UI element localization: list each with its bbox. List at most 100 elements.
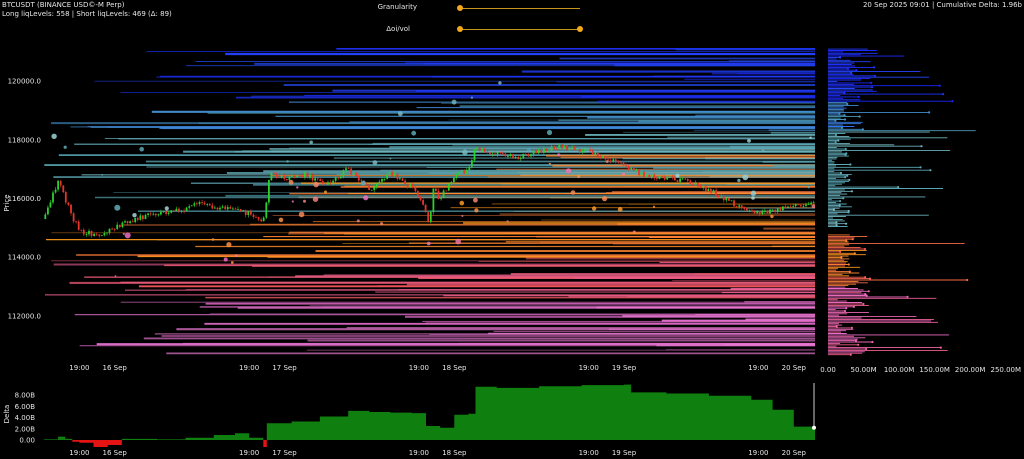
candle-body [383,178,386,180]
candle-body [239,209,242,211]
time-tick-label: 19:00 [409,364,429,372]
candle-body [722,197,725,201]
candle-body [296,175,298,177]
candle-body [578,149,581,152]
profile-marker [834,133,838,137]
candle-body [52,192,54,203]
candle-body [378,181,381,184]
candle-body [537,149,540,154]
candle-body [198,202,201,204]
candle-body [139,215,142,220]
liq-marker [737,178,741,183]
delta-tick-label: 8.00B [15,392,36,400]
candle-body [242,210,245,211]
candle-body [668,177,671,178]
profile-marker [906,295,909,298]
candle-body [543,148,545,153]
candle-body [116,224,119,229]
time-tick-label: 19:00 [579,364,599,372]
candle-body [712,190,715,193]
candle-body [573,147,576,150]
candle-body [584,149,586,152]
candle-body [650,174,653,178]
candle-body [100,235,103,237]
liq-marker [286,160,289,163]
candle-body [589,149,591,151]
candle-body [740,205,743,209]
profile-tick-label: 0.00 [820,366,836,374]
candle-body [751,210,753,212]
candle-body [62,185,65,193]
candle-body [661,176,663,177]
candle-body [108,228,111,233]
delta-negative-area [44,440,815,447]
granularity-slider-track[interactable] [460,8,580,9]
candle-body [172,210,175,212]
delta-time-tick-label: 18 Sep [442,449,467,457]
candle-body [232,208,234,210]
candle-body [514,156,517,159]
candle-body [152,213,155,215]
candle-body [553,146,555,149]
candle-body [807,203,810,205]
candle-body [697,182,699,186]
candle-body [280,175,283,178]
candle-body [144,214,147,220]
candle-body [707,189,710,191]
profile-marker [920,145,923,148]
liq-marker [139,146,144,152]
candle-body [404,180,406,184]
profile-marker [838,112,841,115]
candle-body [298,175,301,177]
candle-body [596,152,599,157]
profile-marker [837,139,840,142]
profile-marker [844,176,847,179]
candle-body [486,151,489,153]
candle-body [401,178,404,181]
candle-body [157,214,160,216]
candle-body [247,211,250,215]
candle-body [399,178,401,180]
delta-time-tick-label: 19:00 [579,449,599,457]
candle-body [196,203,198,205]
price-tick-label: 114000.0 [8,254,41,262]
candle-body [787,206,789,208]
liq-marker [361,180,366,186]
profile-marker [847,209,850,213]
liq-marker [298,211,305,218]
profile-marker [864,293,867,296]
liq-marker [51,133,57,139]
candle-body [525,153,527,155]
candle-body [424,204,427,213]
delta-time-tick-label: 19:00 [239,449,259,457]
granularity-slider-handle[interactable] [457,5,463,11]
candle-body [782,206,784,211]
time-tick-label: 20 Sep [782,364,807,372]
profile-marker [845,152,848,155]
candle-body [735,206,738,207]
candle-body [386,174,388,179]
candle-body [491,153,494,155]
liq-marker [230,261,234,264]
oivol-slider-min-handle[interactable] [457,26,463,32]
profile-marker [839,171,843,175]
liq-marker [122,232,125,235]
delta-time-tick-label: 20 Sep [782,449,807,457]
candle-body [766,210,769,214]
candle-body [154,213,157,216]
candle-body [124,221,126,223]
oivol-slider-track[interactable] [460,29,580,30]
candle-body [275,173,278,177]
candle-body [797,204,800,206]
delta-axis: 0.00 2.00B 4.00B 6.00B 8.00B Delta 19:00 16 Sep… [3,383,816,457]
candle-body [229,207,232,209]
candle-body [704,186,707,191]
price-tick-label: 120000.0 [8,78,41,86]
candle-body [149,213,152,215]
candle-body [645,175,648,177]
candle-body [334,177,337,181]
candle-body [278,176,281,178]
oivol-slider-max-handle[interactable] [577,26,583,32]
price-tick-label: 118000.0 [8,136,41,144]
